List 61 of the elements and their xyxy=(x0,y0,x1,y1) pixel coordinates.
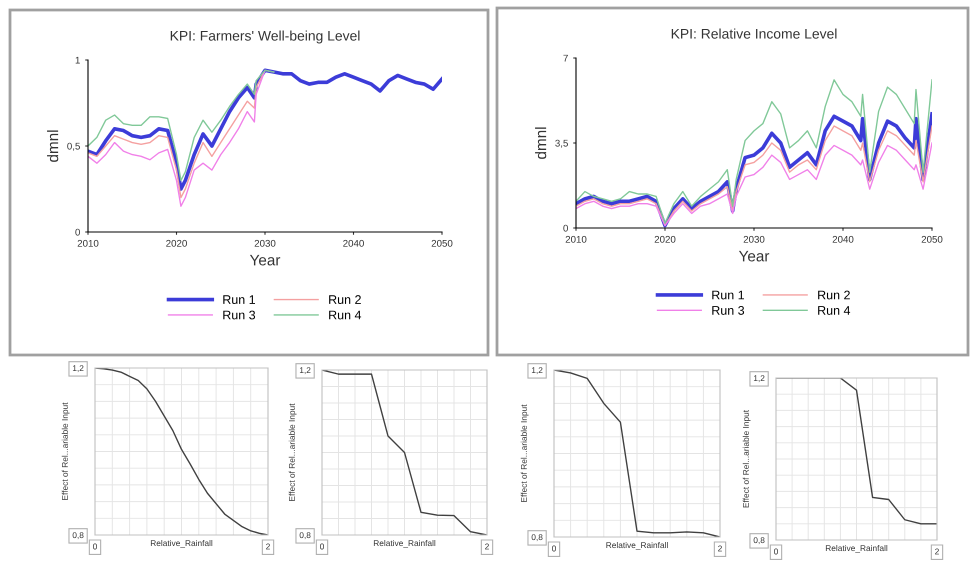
line-series xyxy=(88,68,442,191)
legend-label: Run 3 xyxy=(223,310,256,320)
legend-label: Run 4 xyxy=(329,310,362,320)
y-tick-label: 3,5 xyxy=(555,140,568,148)
legend-label: Run 1 xyxy=(712,290,744,300)
line-series xyxy=(95,368,268,535)
x-tick-label: 2020 xyxy=(654,236,676,243)
y-tick-label: 1 xyxy=(76,56,80,64)
x-tick-label: 2 xyxy=(718,546,722,552)
y-tick-label: 0 xyxy=(563,224,568,232)
y-tick-label: 0,8 xyxy=(754,537,765,544)
line-series xyxy=(576,142,932,226)
x-tick-label: 2010 xyxy=(78,240,98,247)
x-tick-label: 2 xyxy=(266,544,270,550)
x-axis-title: Relative_Rainfall xyxy=(826,544,888,553)
x-tick-label: 2020 xyxy=(166,240,187,247)
y-tick-label: 1,2 xyxy=(72,365,84,372)
x-tick-label: 2050 xyxy=(432,240,452,247)
x-axis-title: Relative_Rainfall xyxy=(150,540,212,548)
y-axis-title: Effect of Rel...ariable Input xyxy=(288,404,297,501)
legend-label: Run 3 xyxy=(712,306,744,315)
chart-title: KPI: Farmers' Well-being Level xyxy=(170,30,360,44)
chart-title: KPI: Relative Income Level xyxy=(672,28,836,39)
y-tick-label: 0 xyxy=(75,228,80,236)
legend-label: Run 2 xyxy=(329,295,361,304)
x-tick-label: 2 xyxy=(485,544,489,550)
x-tick-label: 0 xyxy=(552,546,556,552)
x-tick-label: 2040 xyxy=(832,236,854,243)
y-tick-label: 0,8 xyxy=(532,534,543,542)
y-axis-title: Effect of Rel...ariable Input xyxy=(742,410,751,508)
y-tick-label: 1,2 xyxy=(300,367,310,374)
y-tick-label: 0,5 xyxy=(67,142,80,151)
y-tick-label: 1,2 xyxy=(754,375,764,382)
legend-label: Run 1 xyxy=(223,295,256,304)
x-tick-label: 2 xyxy=(935,548,939,554)
y-axis-title: Effect of Rel...ariable Input xyxy=(62,402,70,500)
x-tick-label: 0 xyxy=(320,544,324,550)
y-tick-label: 1,2 xyxy=(532,367,542,374)
y-tick-label: 7 xyxy=(563,54,568,62)
line-series xyxy=(554,370,720,537)
x-tick-label: 0 xyxy=(93,544,97,550)
x-tick-label: 0 xyxy=(774,548,778,554)
x-axis-title: Relative_Rainfall xyxy=(606,542,668,550)
y-tick-label: 0,8 xyxy=(300,532,311,540)
x-tick-label: 2030 xyxy=(254,240,276,247)
x-tick-label: 2050 xyxy=(922,236,942,243)
x-axis-title: Relative_Rainfall xyxy=(374,540,436,548)
y-axis-title: dmnl xyxy=(535,127,546,159)
legend-label: Run 4 xyxy=(818,306,850,315)
line-series xyxy=(322,370,487,535)
y-axis-title: Effect of Rel...ariable Input xyxy=(520,404,529,502)
x-tick-label: 2030 xyxy=(744,236,764,243)
x-tick-label: 2010 xyxy=(566,236,586,243)
x-axis-title: Year xyxy=(738,250,770,262)
legend-label: Run 2 xyxy=(818,290,850,300)
line-series xyxy=(88,70,275,182)
x-axis-title: Year xyxy=(250,254,280,266)
y-axis-title: dmnl xyxy=(47,130,58,162)
line-series xyxy=(576,79,932,224)
y-tick-label: 0,8 xyxy=(72,532,84,540)
x-tick-label: 2040 xyxy=(343,240,364,247)
